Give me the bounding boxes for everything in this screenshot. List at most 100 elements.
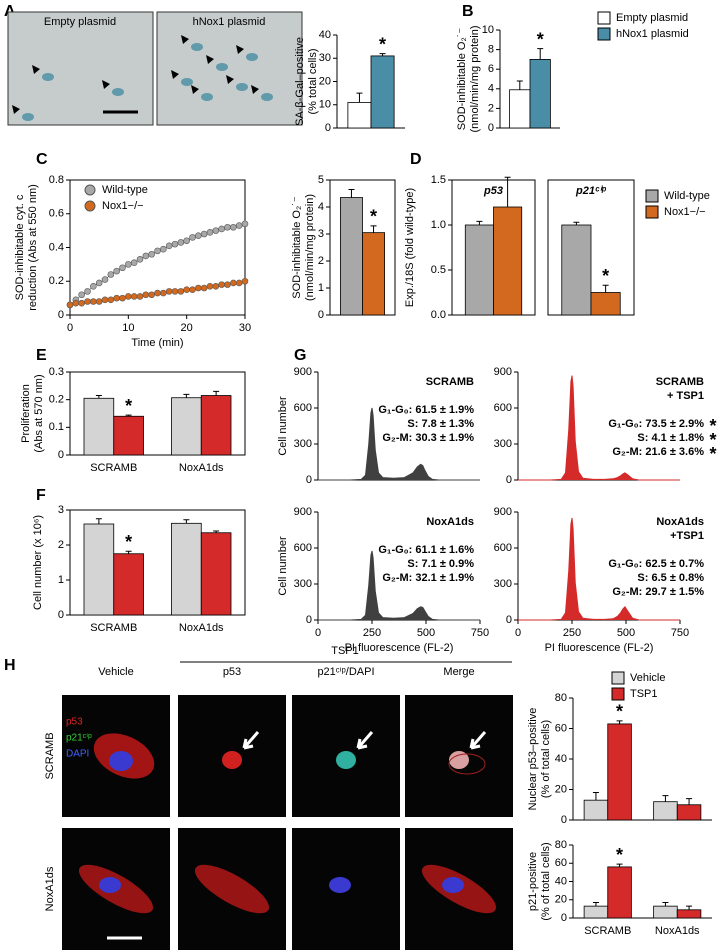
y-tick-label: 20 xyxy=(555,894,567,906)
error-bar xyxy=(504,176,511,207)
stained-cell xyxy=(201,93,213,101)
y-tick-label: 0.6 xyxy=(49,208,64,220)
point xyxy=(78,299,85,307)
error-bar xyxy=(602,284,609,293)
y-tick-label: 4 xyxy=(488,83,494,95)
point xyxy=(195,232,202,239)
bar xyxy=(676,909,702,919)
y-axis-label: (% total cells) xyxy=(307,48,319,114)
annotation: G₁-G₀: 61.1 ± 1.6% xyxy=(378,544,474,556)
legend-swatch xyxy=(84,184,96,196)
point xyxy=(142,291,150,299)
point xyxy=(90,283,97,290)
bar xyxy=(509,89,531,129)
cell-stain xyxy=(194,864,270,914)
y-tick-label: 5 xyxy=(318,174,324,186)
y-tick-label: 1 xyxy=(58,574,64,586)
annotation: G₁-G₀: 62.5 ± 0.7% xyxy=(608,558,704,570)
point xyxy=(148,291,155,299)
nucleus xyxy=(449,751,469,769)
significance-mark: * xyxy=(125,396,132,416)
point xyxy=(113,267,120,275)
point xyxy=(148,250,155,258)
bar xyxy=(607,866,632,919)
micrograph-label: Empty plasmid xyxy=(44,16,116,28)
y-tick-label: 0 xyxy=(318,309,324,321)
legend-swatch xyxy=(645,189,659,203)
significance-mark: * xyxy=(616,845,623,865)
y-tick-label: 300 xyxy=(494,438,512,450)
y-tick-label: 0.4 xyxy=(49,241,64,253)
error-bar xyxy=(686,798,693,805)
y-tick-label: 0 xyxy=(561,814,567,826)
y-tick-label: 1.0 xyxy=(431,219,446,231)
x-tick-label: 250 xyxy=(363,627,381,639)
arrowhead xyxy=(102,80,110,89)
point xyxy=(125,293,132,300)
nucleus xyxy=(329,877,351,893)
error-bar xyxy=(213,530,220,533)
point xyxy=(160,289,167,297)
y-axis-label: Exp./18S (fold wild-type) xyxy=(404,188,416,307)
significance-mark: * xyxy=(709,430,716,450)
plot-frame xyxy=(69,371,246,456)
point xyxy=(113,294,120,302)
point xyxy=(107,271,115,278)
point xyxy=(230,279,237,287)
point xyxy=(119,264,126,272)
y-tick-label: 20 xyxy=(319,75,331,87)
y-tick-label: 0 xyxy=(506,474,512,486)
point xyxy=(90,298,97,305)
point xyxy=(101,276,109,283)
nucleus xyxy=(336,751,356,769)
error-bar xyxy=(592,792,599,801)
x-tick-label: 0 xyxy=(315,627,321,639)
point xyxy=(206,229,214,236)
point xyxy=(224,281,231,288)
row-label: SCRAMB xyxy=(44,732,56,779)
error-bar xyxy=(516,80,523,90)
arrowhead xyxy=(32,65,40,74)
y-tick-label: 0.0 xyxy=(431,309,446,321)
stain-label: p53 xyxy=(66,717,83,728)
chart-title: +TSP1 xyxy=(670,530,704,542)
panel-label: H xyxy=(4,657,16,674)
error-bar xyxy=(686,905,693,910)
y-tick-label: 3 xyxy=(58,504,64,516)
error-bar xyxy=(183,393,190,398)
y-axis-label: SOD-inhibitable cyt. c xyxy=(14,194,26,300)
point xyxy=(130,293,138,300)
bar xyxy=(362,232,386,316)
y-axis-label: (Abs at 570 nm) xyxy=(33,374,45,452)
point xyxy=(177,288,185,295)
x-tick-label: NoxA1ds xyxy=(179,462,224,474)
y-tick-label: 300 xyxy=(294,578,312,590)
x-tick-label: 20 xyxy=(181,322,193,334)
y-axis-label: reduction (Abs at 550 nm) xyxy=(27,184,39,311)
x-tick-label: SCRAMB xyxy=(90,622,137,634)
legend-swatch xyxy=(597,11,611,25)
y-tick-label: 900 xyxy=(294,366,312,378)
legend-swatch xyxy=(645,205,659,219)
y-tick-label: 80 xyxy=(555,692,567,704)
legend-swatch xyxy=(611,687,625,701)
y-tick-label: 600 xyxy=(294,402,312,414)
point xyxy=(95,279,103,287)
panel-label: C xyxy=(36,151,48,168)
x-tick-label: 10 xyxy=(122,322,134,334)
bar xyxy=(653,905,678,919)
micrograph xyxy=(7,11,154,126)
y-tick-label: 0.5 xyxy=(431,264,446,276)
x-tick-label: 0 xyxy=(515,627,521,639)
annotation: S: 6.5 ± 0.8% xyxy=(637,572,704,584)
annotation: G₁-G₀: 73.5 ± 2.9% xyxy=(608,418,704,430)
y-axis-label: p21-positive xyxy=(527,852,539,911)
y-tick-label: 0 xyxy=(306,614,312,626)
histogram-area xyxy=(318,407,480,481)
column-header: Vehicle xyxy=(98,666,133,678)
point xyxy=(136,293,144,300)
y-tick-label: 0 xyxy=(561,912,567,924)
y-tick-label: 0 xyxy=(306,474,312,486)
y-tick-label: 6 xyxy=(488,63,494,75)
